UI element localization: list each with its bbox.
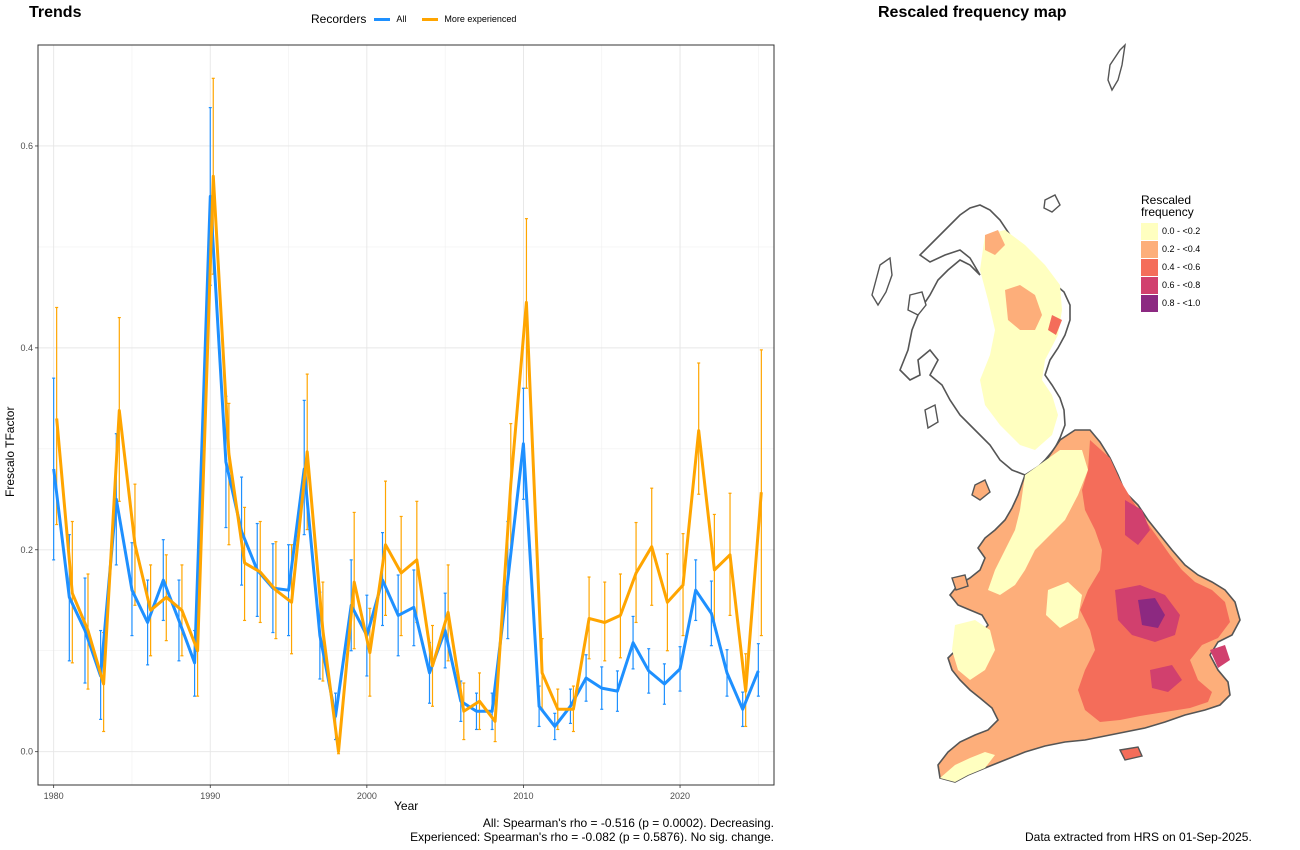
map-legend-swatch	[1141, 258, 1158, 276]
x-tick-label: 1990	[200, 791, 220, 801]
scotland-fill-yellow	[980, 230, 1062, 450]
map-legend: Rescaled frequency 0.0 - <0.2 0.2 - <0.4…	[1141, 194, 1200, 312]
east-england-red	[1078, 440, 1230, 722]
map-legend-row: 0.0 - <0.2	[1141, 222, 1200, 240]
east-england-purple	[1138, 598, 1165, 628]
data-source-footer: Data extracted from HRS on 01-Sep-2025.	[1025, 830, 1252, 844]
east-england-pink	[1125, 500, 1150, 545]
map-legend-title-1: Rescaled	[1141, 193, 1192, 207]
x-tick-label: 2010	[513, 791, 533, 801]
north-england-yellow	[988, 450, 1088, 595]
map-legend-row: 0.2 - <0.4	[1141, 240, 1200, 258]
isle-of-wight-outline	[1118, 746, 1143, 761]
series-line-experienced	[55, 174, 763, 754]
scotland-fill-red	[1048, 315, 1062, 335]
scotland-fill-orange	[1005, 285, 1042, 330]
y-tick-label: 0.2	[20, 545, 33, 555]
legend-all-swatch	[374, 17, 391, 21]
south-england-pink	[1150, 665, 1182, 692]
series-line-all	[52, 194, 760, 728]
islay-outline	[924, 403, 939, 430]
map-legend-label: 0.4 - <0.6	[1162, 262, 1201, 272]
western-isles-outline	[871, 256, 893, 307]
tick-layer: 0.0 0.2 0.4 0.6 1980 1990 2000 2010 2020	[20, 141, 690, 801]
map-legend-label: 0.2 - <0.4	[1162, 244, 1201, 254]
y-tick-label: 0.0	[20, 747, 33, 757]
stats-all: All: Spearman's rho = -0.516 (p = 0.0002…	[482, 816, 774, 830]
southwest-yellow	[940, 752, 995, 782]
map-legend-classes: 0.0 - <0.2 0.2 - <0.4 0.4 - <0.6 0.6 - <…	[1141, 222, 1200, 312]
trends-legend: Recorders All More experienced	[311, 12, 516, 26]
kent-pink	[1210, 645, 1230, 668]
map-legend-swatch	[1141, 276, 1158, 294]
legend-all-label: All	[396, 14, 407, 24]
legend-title: Recorders	[311, 12, 367, 26]
gb-map	[871, 43, 1241, 783]
map-legend-title-2: frequency	[1141, 205, 1194, 219]
map-legend-label: 0.0 - <0.2	[1162, 226, 1201, 236]
orkney-outline	[1043, 194, 1061, 213]
map-legend-swatch	[1141, 294, 1158, 312]
grid-layer	[38, 45, 774, 785]
map-legend-label: 0.8 - <1.0	[1162, 298, 1201, 308]
y-axis-title: Frescalo TFactor	[3, 406, 17, 497]
anglesey-outline	[951, 574, 969, 591]
x-tick-label: 1980	[44, 791, 64, 801]
map-legend-row: 0.8 - <1.0	[1141, 294, 1200, 312]
map-title: Rescaled frequency map	[878, 4, 1067, 21]
skye-outline	[907, 291, 927, 316]
x-tick-label: 2000	[357, 791, 377, 801]
line-layer	[52, 174, 763, 754]
map-legend-swatch	[1141, 222, 1158, 240]
map-legend-row: 0.6 - <0.8	[1141, 276, 1200, 294]
legend-experienced-swatch	[422, 17, 439, 21]
scotland-fill-orange-north	[985, 230, 1005, 255]
isle-of-man-outline	[971, 479, 991, 501]
trend-chart: 0.0 0.2 0.4 0.6 1980 1990 2000 2010 2020	[20, 44, 775, 801]
trends-title: Trends	[29, 4, 82, 21]
plot-border	[37, 44, 775, 786]
shetland-outline	[1107, 43, 1127, 92]
x-tick-label: 2020	[670, 791, 690, 801]
y-tick-label: 0.4	[20, 343, 33, 353]
map-legend-swatch	[1141, 240, 1158, 258]
map-legend-label: 0.6 - <0.8	[1162, 280, 1201, 290]
stats-experienced: Experienced: Spearman's rho = -0.082 (p …	[410, 830, 774, 844]
error-bar-layer	[52, 77, 763, 755]
wales-yellow	[952, 620, 995, 680]
midlands-yellow	[1046, 582, 1082, 628]
y-tick-label: 0.6	[20, 141, 33, 151]
x-axis-title: Year	[394, 799, 419, 813]
map-legend-row: 0.4 - <0.6	[1141, 258, 1200, 276]
legend-experienced-label: More experienced	[444, 14, 517, 24]
